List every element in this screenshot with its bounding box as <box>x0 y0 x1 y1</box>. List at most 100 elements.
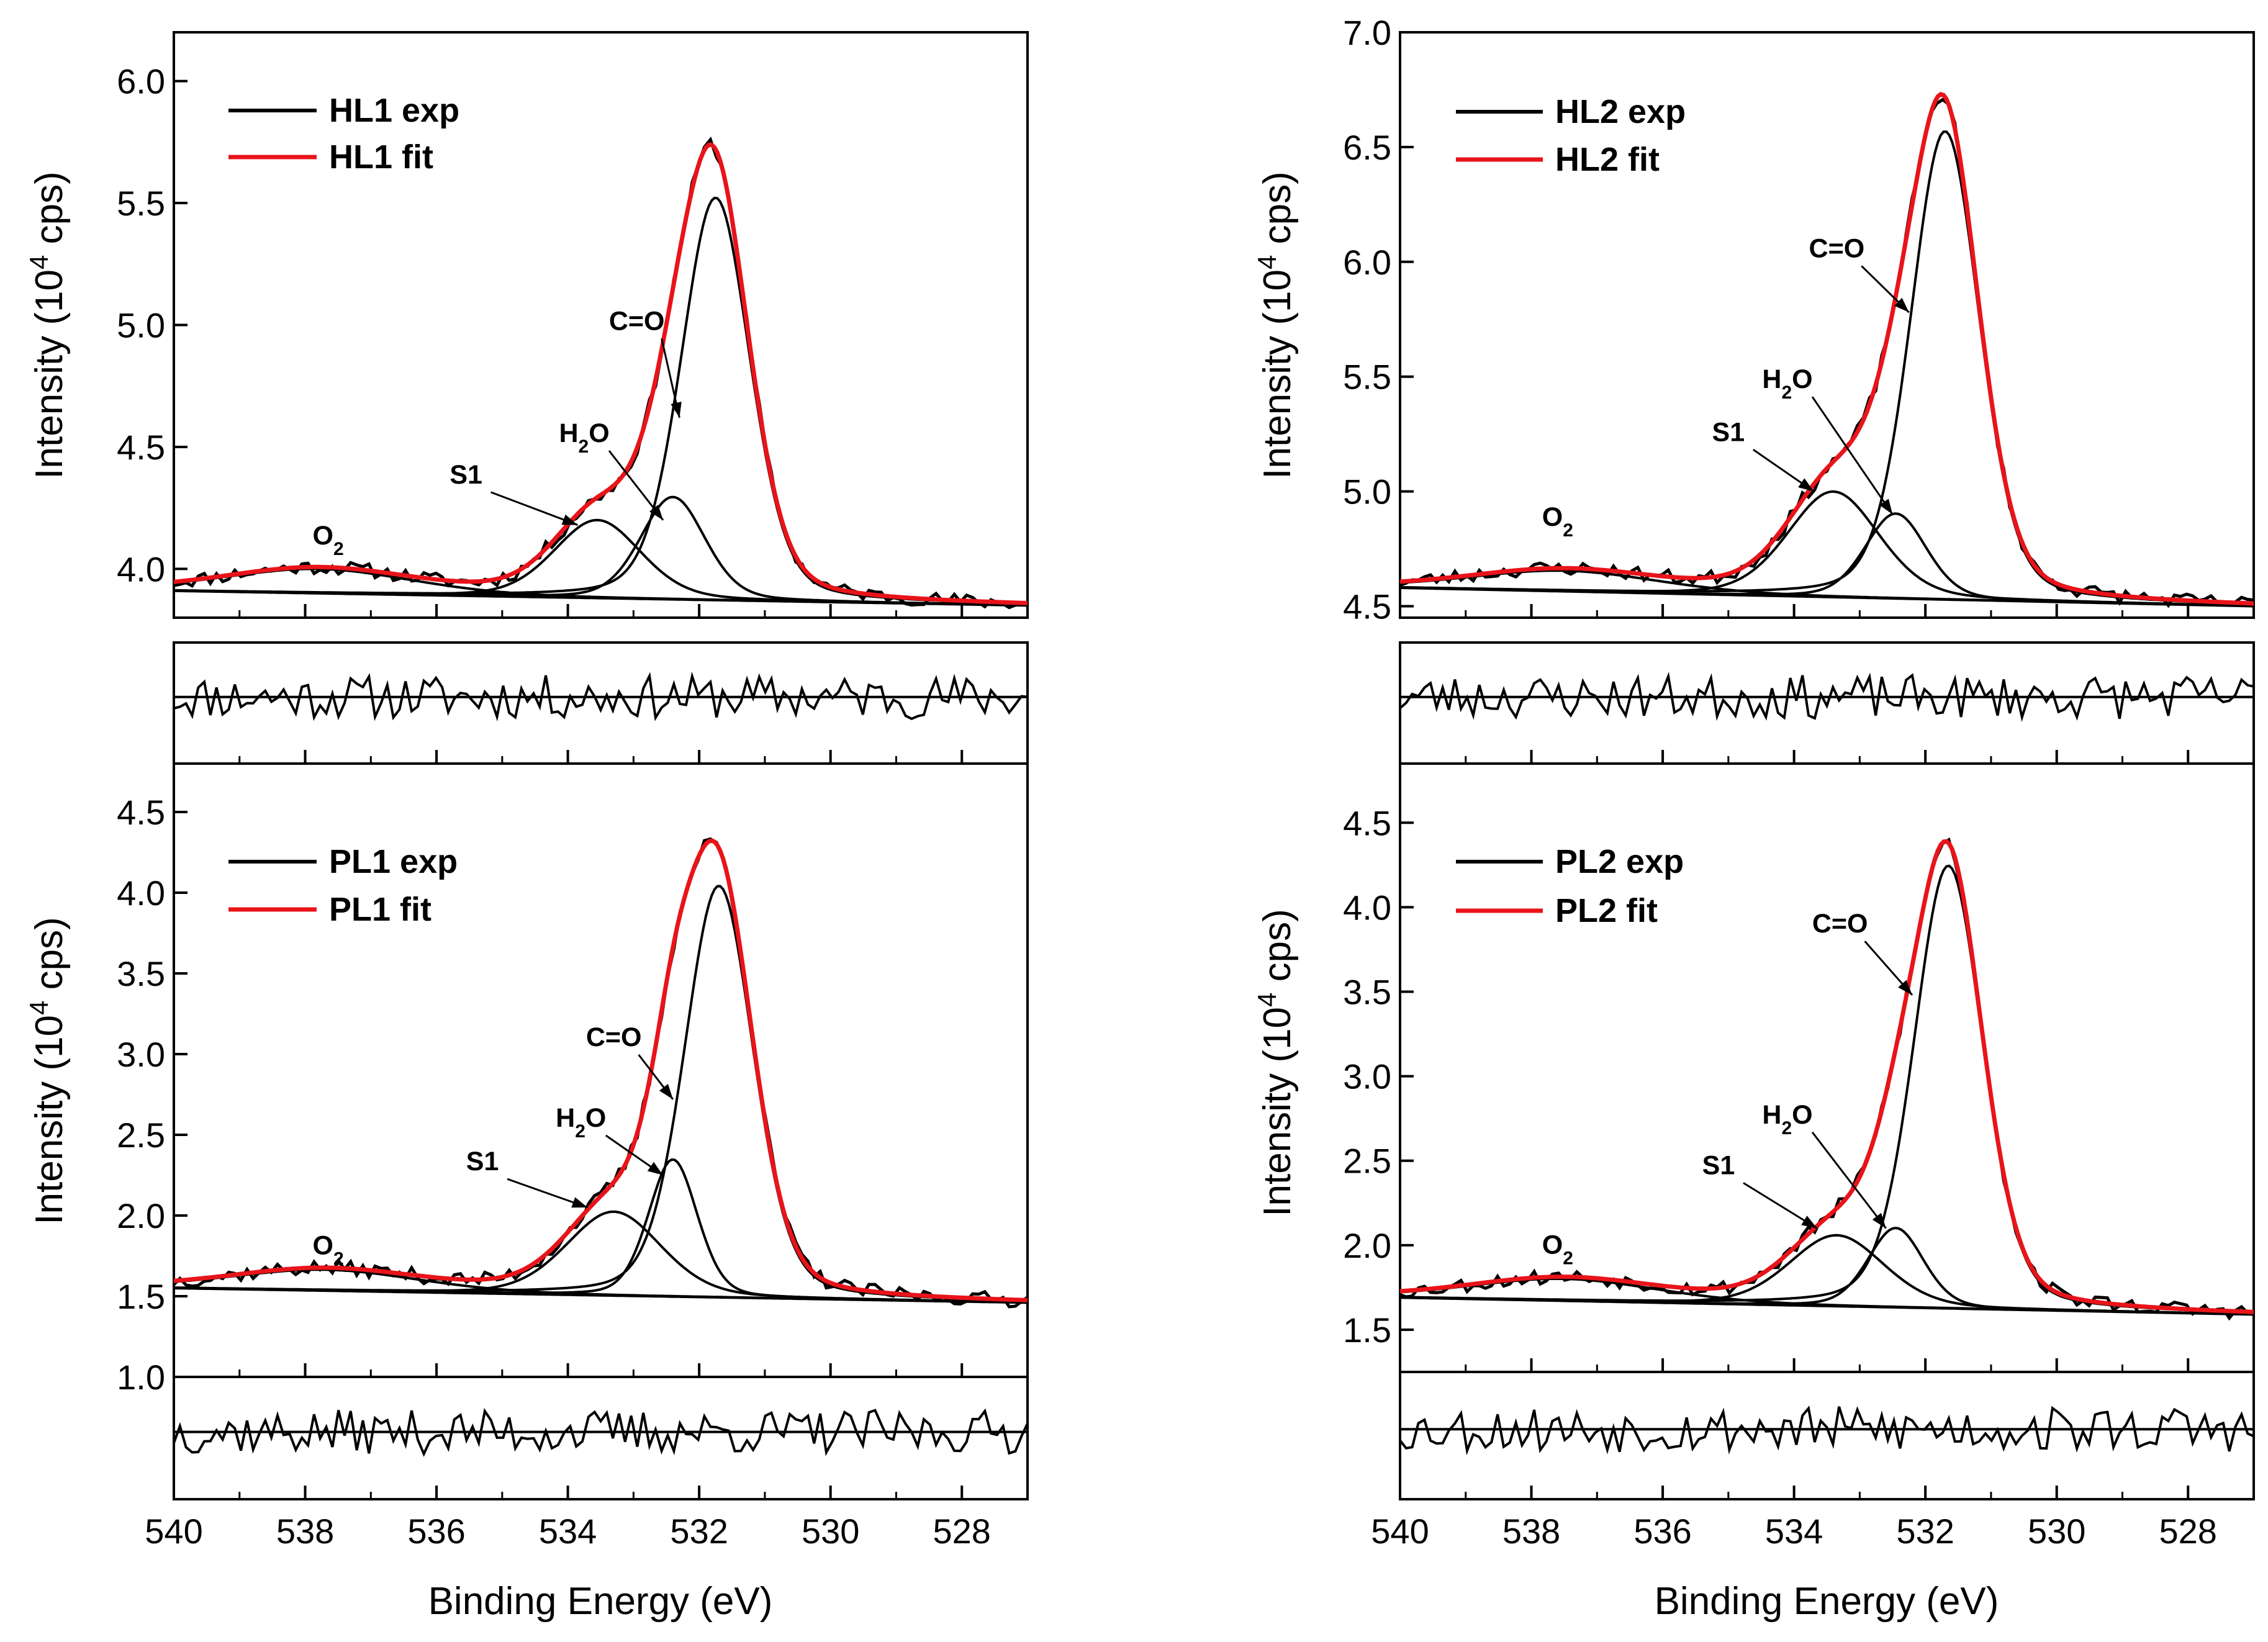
component-h2o-curve <box>173 495 1028 607</box>
x-tick-label: 540 <box>1371 1512 1429 1551</box>
panel-hl1: 4.0 4.5 5.0 5.5 6.0 C=O H2O S1 O2 HL1 exp HL1 f… <box>24 31 1029 765</box>
legend-fit-label: HL1 fit <box>329 138 433 176</box>
x-tick-label: 528 <box>2159 1512 2217 1551</box>
y-tick-label: 2.0 <box>1343 1226 1391 1265</box>
y-tick-label: 2.5 <box>1343 1142 1391 1181</box>
y-ticks: 4.5 5.0 5.5 6.0 6.5 7.0 <box>1343 13 1414 626</box>
y-tick-label: 5.5 <box>117 184 165 223</box>
x-tick-label: 534 <box>539 1512 597 1551</box>
x-axis-label: Binding Energy (eV) <box>1655 1580 1999 1623</box>
y-tick-label: 5.0 <box>117 306 165 345</box>
annotation-arrowhead <box>659 1084 673 1099</box>
legend-exp-label: HL2 exp <box>1555 93 1686 130</box>
x-tick-label: 532 <box>670 1512 728 1551</box>
y-ticks: 4.0 4.5 5.0 5.5 6.0 <box>117 62 187 589</box>
x-tick-label: 540 <box>145 1512 202 1551</box>
component-o2-curve <box>1399 1278 2254 1316</box>
fit-curve <box>173 838 1028 1302</box>
panel-pl2: 1.5 2.0 2.5 3.0 3.5 4.0 4.5 540 538 536 534 532 530… <box>1252 762 2255 1623</box>
component-h2o-curve <box>1399 1227 2254 1316</box>
annotation-arrowhead <box>649 505 663 520</box>
panel-hl2: 4.5 5.0 5.5 6.0 6.5 7.0 C=O H2O S1 O2 HL2 exp HL… <box>1252 13 2255 765</box>
annotation-arrow <box>490 491 579 526</box>
y-tick-label: 6.5 <box>1343 128 1391 167</box>
y-axis-label: Intensity (104 cps) <box>24 171 71 479</box>
y-tick-label: 1.0 <box>117 1358 165 1397</box>
annotation-arrowhead <box>671 402 682 418</box>
fit-curve <box>1399 839 2254 1314</box>
x-ticks <box>1399 604 2190 764</box>
legend-exp-label: PL2 exp <box>1555 843 1684 880</box>
x-tick-label: 532 <box>1896 1512 1954 1551</box>
y-tick-label: 6.0 <box>1343 243 1391 282</box>
y-tick-label: 2.5 <box>117 1116 165 1155</box>
y-tick-label: 1.5 <box>1343 1310 1391 1350</box>
y-axis-label: Intensity (104 cps) <box>1252 909 1299 1216</box>
x-tick-label: 536 <box>407 1512 465 1551</box>
annotation-arrow <box>1811 1131 1887 1229</box>
baseline-line <box>1399 1296 2254 1316</box>
residual-curve <box>173 671 1028 722</box>
annotation-arrowhead <box>571 1197 588 1208</box>
x-tick-label: 528 <box>933 1512 991 1551</box>
y-tick-label: 4.0 <box>117 549 165 589</box>
component-curves <box>173 885 1028 1304</box>
component-h2o-curve <box>173 1158 1028 1304</box>
residual-curve <box>1399 672 2254 722</box>
legend-exp-label: HL1 exp <box>329 92 459 129</box>
x-tick-label: 530 <box>802 1512 859 1551</box>
component-co-curve <box>174 196 1028 605</box>
legend-fit-label: PL2 fit <box>1555 892 1658 929</box>
peak-annotations: C=O H2O S1 O2 <box>312 306 682 559</box>
y-tick-label: 1.5 <box>117 1277 165 1316</box>
x-ticks: 540 538 536 534 532 530 528 <box>1371 1358 2217 1551</box>
fit-curve <box>1399 92 2254 606</box>
peak-label: O2 <box>312 1230 343 1269</box>
y-tick-label: 4.0 <box>1343 888 1391 927</box>
peak-annotations: C=O H2O S1 O2 <box>1542 909 1913 1268</box>
component-co-curve <box>1399 130 2254 606</box>
plot-frame <box>1399 31 2255 619</box>
y-tick-label: 4.5 <box>1343 803 1391 842</box>
peak-annotations: C=O H2O S1 O2 <box>312 1022 674 1269</box>
plot-frame <box>1399 762 2255 1500</box>
experimental-curve <box>173 136 1028 610</box>
x-tick-label: 536 <box>1633 1512 1691 1551</box>
x-tick-label: 530 <box>2028 1512 2085 1551</box>
peak-label: H2O <box>1762 364 1812 403</box>
annotation-arrowhead <box>1894 297 1909 313</box>
legend: HL2 exp HL2 fit <box>1456 93 1686 178</box>
y-tick-label: 7.0 <box>1343 13 1391 52</box>
annotation-arrowhead <box>1898 980 1912 995</box>
peak-label: O2 <box>312 521 343 559</box>
annotation-arrowhead <box>1801 1216 1817 1229</box>
component-curves <box>173 196 1028 607</box>
legend-fit-label: HL2 fit <box>1555 141 1660 178</box>
peak-label: O2 <box>1542 502 1573 541</box>
peak-label: C=O <box>586 1022 642 1052</box>
y-tick-label: 3.5 <box>117 954 165 993</box>
x-tick-label: 534 <box>1765 1512 1823 1551</box>
annotation-arrowhead <box>647 1162 663 1175</box>
peak-label: H2O <box>1762 1100 1812 1139</box>
experimental-curve <box>1399 97 2254 608</box>
y-tick-label: 6.0 <box>117 62 165 101</box>
y-ticks: 1.5 2.0 2.5 3.0 3.5 4.0 4.5 <box>1343 803 1414 1350</box>
peak-label: S1 <box>466 1147 499 1176</box>
baseline-line <box>1399 586 2254 608</box>
y-tick-label: 4.5 <box>117 428 165 467</box>
plot-frame <box>173 31 1029 619</box>
peak-label: O2 <box>1542 1230 1573 1268</box>
component-co-curve <box>174 885 1028 1302</box>
peak-label: C=O <box>1809 233 1865 263</box>
y-tick-label: 3.0 <box>117 1035 165 1074</box>
x-tick-label: 538 <box>1502 1512 1560 1551</box>
peak-label: C=O <box>1812 909 1868 939</box>
annotation-arrowhead <box>1798 478 1814 492</box>
x-axis-label: Binding Energy (eV) <box>428 1580 773 1623</box>
peak-label: S1 <box>450 460 482 490</box>
plot-frame <box>173 762 1029 1500</box>
legend: PL2 exp PL2 fit <box>1456 843 1684 929</box>
y-ticks: 1.0 1.5 2.0 2.5 3.0 3.5 4.0 4.5 <box>117 793 187 1397</box>
y-tick-label: 3.5 <box>1343 973 1391 1012</box>
